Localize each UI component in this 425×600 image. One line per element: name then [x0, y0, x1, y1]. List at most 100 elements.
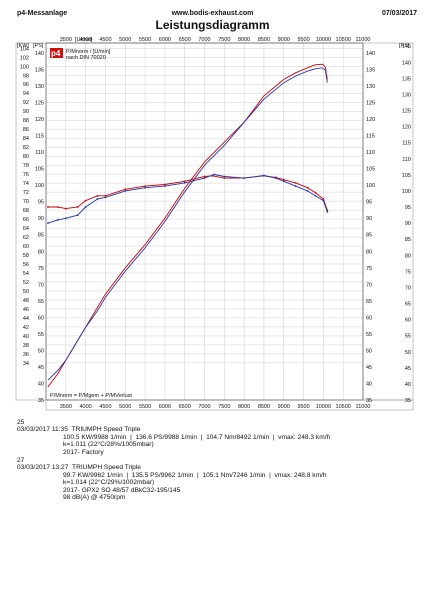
ps-left-tick-label: 55: [38, 332, 44, 338]
kw-tick-label: 88: [23, 118, 29, 124]
run-date: 03/03/2017: [17, 426, 51, 434]
kw-tick-label: 100: [20, 64, 29, 70]
torque-point: [64, 217, 67, 220]
legend-logo: p4: [51, 49, 61, 58]
kw-tick-label: 80: [23, 154, 29, 160]
series-group: [47, 63, 329, 388]
frame-outer-left: [15, 42, 47, 401]
kw-tick-label: 34: [23, 361, 29, 367]
torque-point: [104, 194, 107, 197]
run-name: TRIUMPH Speed Triple: [72, 464, 141, 472]
kw-tick-label: 38: [23, 343, 29, 349]
kw-tick-label: 82: [23, 145, 29, 151]
ps-left-tick-label: 110: [35, 150, 44, 156]
run-correction: k=1.011 (22°C/28%/1005mbar): [63, 441, 154, 449]
top-axis-label: [U/min]: [75, 37, 93, 43]
ps-left-tick-label: 85: [38, 233, 44, 239]
kw-tick-label: 72: [23, 190, 29, 196]
ps-left-tick-label: 120: [35, 117, 44, 123]
ps-left-tick-label: 95: [38, 200, 44, 206]
ps-right-tick-label: 100: [366, 183, 375, 189]
x-tick-label-bottom: 10500: [336, 404, 351, 410]
torque-point: [96, 194, 99, 197]
ps-right-tick-label: 115: [366, 134, 375, 140]
chart-title: Leistungsdiagramm: [155, 18, 270, 32]
kw-tick-label: 78: [23, 163, 29, 169]
power-curve-1: [47, 67, 328, 381]
x-tick-label-top: 8500: [258, 37, 270, 43]
nm-tick-label: 45: [405, 366, 411, 372]
torque-point: [104, 196, 107, 199]
nm-tick-label: 115: [402, 141, 411, 147]
x-tick-label-top: 5000: [119, 37, 131, 43]
ps-left-tick-label: 65: [38, 299, 44, 305]
nm-tick-label: 80: [405, 253, 411, 259]
torque-point: [124, 188, 127, 191]
kw-tick-label: 84: [23, 136, 29, 142]
run-number: 25: [17, 419, 25, 426]
kw-tick-label: 36: [23, 352, 29, 358]
torque-point: [263, 174, 265, 177]
x-tick-label-bottom: 3500: [60, 404, 72, 410]
ps-right-tick-label: 55: [366, 332, 372, 338]
kw-tick-label: 50: [23, 289, 29, 295]
torque-point: [164, 183, 166, 186]
torque-point: [183, 180, 186, 183]
x-tick-label-top: 7000: [198, 37, 210, 43]
run-summary: 99.7 KW/9962 1/min | 135.5 PS/9962 1/min…: [63, 471, 327, 479]
torque-point: [57, 206, 59, 208]
nm-tick-label: 95: [405, 205, 411, 211]
power-chart: 3500 3500 4000 4000 4500 4500 5000 5000 5500 5500…: [15, 37, 414, 411]
nm-tick-label: 75: [405, 269, 411, 275]
ps-right-tick-label: 45: [366, 365, 372, 371]
run-name: TRIUMPH Speed Triple: [71, 426, 141, 434]
x-tick-label-top: 8000: [238, 37, 250, 43]
frame-bottom-axis: [45, 399, 414, 411]
x-tick-label-top: 4500: [99, 37, 111, 43]
kw-tick-label: 44: [23, 316, 29, 322]
x-tick-label-top: 4000: [80, 37, 92, 43]
run-summary: 100.5 KW/9988 1/min | 136.6 PS/9988 1/mi…: [63, 433, 331, 441]
legend: p4 P/Mnorm / [U/min] nach DIN 70020: [50, 48, 111, 61]
torque-curve-2: [48, 175, 328, 211]
nm-tick-label: 85: [405, 237, 411, 243]
nm-tick-label: 60: [405, 318, 411, 324]
kw-tick-label: 58: [23, 253, 29, 259]
ps-left-tick-label: 130: [35, 84, 44, 90]
ps-right-tick-label: 50: [366, 348, 372, 354]
x-tick-label-bottom: 6500: [179, 404, 191, 410]
torque-point: [282, 178, 285, 181]
legend-logo-box: [50, 48, 63, 58]
kw-tick-label: 48: [23, 298, 29, 304]
x-tick-label-bottom: 5500: [139, 404, 151, 410]
torque-point: [306, 190, 309, 192]
torque-point: [47, 206, 49, 208]
torque-point: [96, 198, 99, 200]
x-tick-label-bottom: 9500: [297, 404, 309, 410]
header-date: 07/03/2017: [381, 10, 417, 17]
nm-tick-label: 130: [402, 92, 411, 98]
run-header-line: 03/03/2017 13:27 TRIUMPH Speed Triple: [17, 464, 327, 471]
nm-tick-label: 55: [405, 334, 411, 340]
kw-tick-label: 90: [23, 109, 29, 115]
torque-point: [84, 206, 87, 208]
ps-right-tick-label: 125: [366, 101, 375, 107]
torque-point: [203, 175, 206, 178]
torque-point: [322, 198, 325, 200]
run-correction: k=1.014 (22°C/29%/1002mbar): [63, 479, 155, 487]
torque-point: [183, 182, 186, 184]
run-date: 03/03/2017: [17, 464, 51, 472]
run-info-1: 25 03/03/2017 11:35 TRIUMPH Speed Triple…: [17, 419, 330, 456]
ps-left-tick-label: 125: [35, 101, 44, 107]
nm-tick-label: 65: [405, 302, 411, 308]
kw-tick-label: 98: [23, 73, 29, 79]
ps-left-tick-label: 45: [38, 365, 44, 371]
nm-tick-label: 135: [402, 76, 411, 82]
ps-right-tick-label: 105: [366, 167, 375, 173]
nm-tick-label: 100: [402, 189, 411, 195]
kw-tick-label: 70: [23, 199, 29, 205]
nm-tick-label: 120: [402, 125, 411, 131]
x-tick-label-top: 10000: [316, 37, 331, 43]
x-tick-label-bottom: 8000: [238, 404, 250, 410]
torque-point: [223, 177, 226, 180]
